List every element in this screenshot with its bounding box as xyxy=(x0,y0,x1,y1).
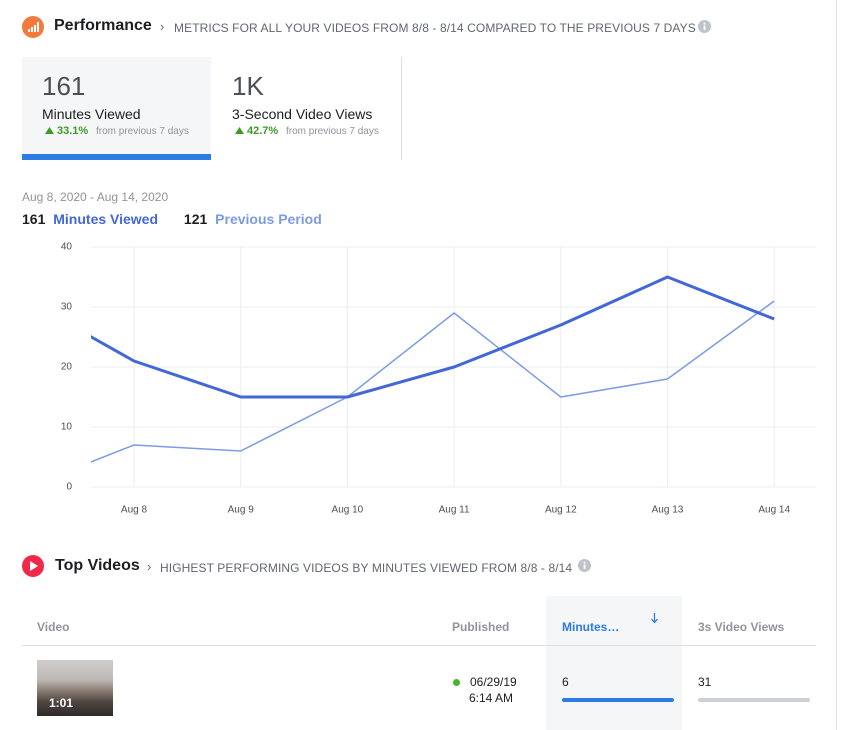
plot-area xyxy=(91,275,775,463)
x-tick-label: Aug 8 xyxy=(121,505,148,516)
legend-total: 121 xyxy=(183,211,208,227)
date-range: Aug 8, 2020 - Aug 14, 2020 xyxy=(22,190,169,204)
video-thumbnail[interactable]: 1:01 xyxy=(37,660,113,716)
metric-value: 161 xyxy=(42,71,86,101)
metric-card-selected[interactable] xyxy=(22,57,211,160)
up-arrow xyxy=(235,127,244,134)
chevron: › xyxy=(147,559,152,574)
section-title[interactable]: Top Videos xyxy=(55,557,140,574)
video-views: 31 xyxy=(698,675,712,689)
top-videos-icon xyxy=(22,555,44,577)
section-subtitle: HIGHEST PERFORMING VIDEOS BY MINUTES VIE… xyxy=(160,561,573,575)
y-tick-label: 20 xyxy=(61,362,73,373)
metric-value: 1K xyxy=(232,71,264,101)
x-tick-label: Aug 13 xyxy=(652,505,684,516)
line-chart: 0 10 20 30 40 Aug 8 Aug 9 Aug 10 Aug 11 Aug 12 Aug… xyxy=(61,242,816,516)
x-tick-label: Aug 14 xyxy=(758,505,790,516)
legend-entry: Minutes Viewed xyxy=(53,211,159,227)
metric-change-note: from previous 7 days xyxy=(96,126,189,137)
metric-change: 33.1% xyxy=(57,125,89,137)
metric-change: 42.7% xyxy=(247,125,279,137)
sort-arrow[interactable] xyxy=(650,613,659,624)
status-dot xyxy=(453,679,460,686)
legend-total: 161 xyxy=(22,211,46,227)
minutes-bar xyxy=(562,698,674,702)
x-tick-label: Aug 12 xyxy=(545,505,577,516)
series-line xyxy=(91,300,775,463)
series-line xyxy=(91,275,775,399)
minutes-viewed: 6 xyxy=(562,675,569,689)
metric-label: Minutes Viewed xyxy=(42,106,141,122)
x-tick-label: Aug 9 xyxy=(228,505,255,516)
section-title[interactable]: Performance xyxy=(54,17,152,34)
column-header[interactable]: Video xyxy=(37,620,70,634)
selected-indicator xyxy=(22,154,211,160)
y-tick-label: 30 xyxy=(61,302,73,313)
x-tick-label: Aug 11 xyxy=(439,505,470,516)
legend-entry: Previous Period xyxy=(215,211,322,227)
performance-icon xyxy=(22,16,44,38)
chevron: › xyxy=(160,19,165,34)
x-tick-label: Aug 10 xyxy=(332,505,364,516)
info-icon[interactable] xyxy=(698,20,711,33)
y-tick-label: 40 xyxy=(61,242,73,253)
sorted-column xyxy=(546,596,682,730)
column-header[interactable]: 3s Video Views xyxy=(698,620,785,634)
card-divider xyxy=(401,57,402,160)
published-date: 06/29/19 xyxy=(470,675,517,689)
video-duration: 1:01 xyxy=(49,696,74,710)
metric-change-note: from previous 7 days xyxy=(286,126,379,137)
column-header[interactable]: Published xyxy=(452,620,510,634)
metric-label: 3-Second Video Views xyxy=(232,106,373,122)
section-subtitle: METRICS FOR ALL YOUR VIDEOS FROM 8/8 - 8… xyxy=(174,21,696,35)
views-bar xyxy=(698,698,810,702)
up-arrow xyxy=(45,127,54,134)
y-tick-label: 0 xyxy=(66,482,72,493)
header-divider xyxy=(22,645,816,646)
panel-border xyxy=(836,0,837,730)
info-icon[interactable] xyxy=(578,559,591,572)
column-header[interactable]: Minutes… xyxy=(562,620,620,634)
y-tick-label: 10 xyxy=(61,422,73,433)
legend: 161 Minutes Viewed 121 Previous Period xyxy=(22,211,322,227)
published-time: 6:14 AM xyxy=(469,691,514,705)
